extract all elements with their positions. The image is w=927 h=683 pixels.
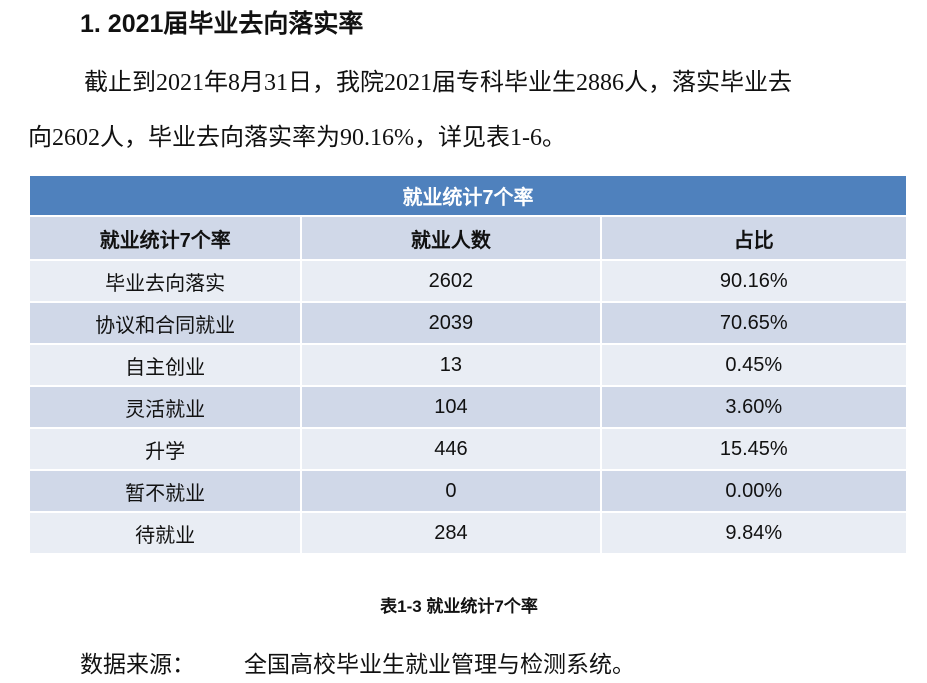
table-row: 自主创业 13 0.45% xyxy=(27,343,909,387)
table-cell: 2039 xyxy=(300,301,602,345)
heading: 1. 2021届毕业去向落实率 xyxy=(80,10,364,38)
table-row: 灵活就业 104 3.60% xyxy=(27,385,909,429)
table-row: 毕业去向落实 2602 90.16% xyxy=(27,259,909,303)
table-cell: 占比 xyxy=(599,215,909,261)
table-cell: 9.84% xyxy=(599,511,909,555)
table-cell: 协议和合同就业 xyxy=(27,301,303,345)
caption: 表1-3 就业统计7个率 xyxy=(380,597,538,616)
table-row: 协议和合同就业 2039 70.65% xyxy=(27,301,909,345)
table-cell: 自主创业 xyxy=(27,343,303,387)
table-cell: 0.00% xyxy=(599,469,909,513)
header-row: 就业统计7个率 就业人数 占比 xyxy=(27,215,909,261)
table-row: 暂不就业 0 0.00% xyxy=(27,469,909,513)
table: 就业统计7个率 就业统计7个率 就业人数 占比 毕业去向落实 2602 90.16% 协议… xyxy=(27,174,909,555)
table-cell: 毕业去向落实 xyxy=(27,259,303,303)
table-cell: 2602 xyxy=(300,259,602,303)
table-cell: 就业人数 xyxy=(300,215,602,261)
table-row: 升学 446 15.45% xyxy=(27,427,909,471)
table-cell: 就业统计7个率 xyxy=(27,215,303,261)
table-cell: 升学 xyxy=(27,427,303,471)
table-cell: 104 xyxy=(300,385,602,429)
table-cell: 446 xyxy=(300,427,602,471)
source-text: 全国高校毕业生就业管理与检测系统。 xyxy=(244,652,635,677)
table-cell: 3.60% xyxy=(599,385,909,429)
table-cell: 284 xyxy=(300,511,602,555)
table-cell: 0.45% xyxy=(599,343,909,387)
paragraph-line: 截止到2021年8月31日，我院2021届专科毕业生2886人，落实毕业去 xyxy=(84,70,792,96)
table-cell: 灵活就业 xyxy=(27,385,303,429)
table-cell: 暂不就业 xyxy=(27,469,303,513)
table-title: 就业统计7个率 xyxy=(28,174,908,217)
table-cell: 待就业 xyxy=(27,511,303,555)
table-row: 待就业 284 9.84% xyxy=(27,511,909,555)
table-cell: 0 xyxy=(300,469,602,513)
source-label: 数据来源： xyxy=(80,652,195,677)
table-cell: 70.65% xyxy=(599,301,909,345)
paragraph-line: 向2602人，毕业去向落实率为90.16%，详见表1-6。 xyxy=(28,125,566,151)
table-cell: 13 xyxy=(300,343,602,387)
table-cell: 15.45% xyxy=(599,427,909,471)
table-cell: 90.16% xyxy=(599,259,909,303)
